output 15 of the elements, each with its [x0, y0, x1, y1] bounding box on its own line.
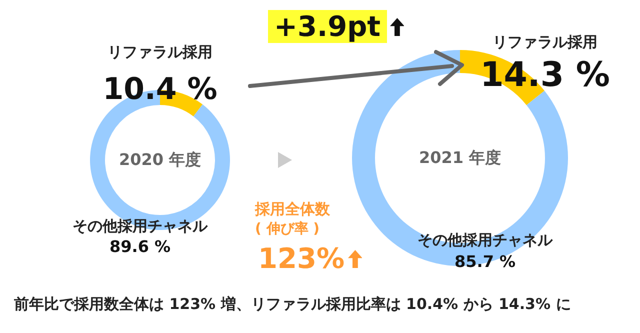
- data-label: 10.4 %: [102, 72, 218, 107]
- slice-label: その他採用チャネル: [418, 231, 554, 249]
- text: +3.9pt: [268, 10, 386, 43]
- text: 2021 年度: [418, 148, 502, 167]
- text: 123%: [258, 242, 345, 275]
- slice-label: リファラル採用: [492, 33, 598, 51]
- slice-label: リファラル採用: [108, 43, 212, 61]
- data-label: 89.6 %: [109, 237, 171, 256]
- text: 採用全体数: [255, 200, 330, 218]
- donut-slice: [352, 50, 568, 266]
- data-label: 85.7 %: [454, 252, 516, 271]
- text: 2020 年度: [118, 150, 202, 169]
- text: ( 伸び率 ): [255, 221, 320, 237]
- slice-label: その他採用チャネル: [72, 217, 208, 235]
- text: 前年比で採用数全体は 123% 増、リファラル採用比率は 10.4% から 14.3% に: [14, 295, 571, 313]
